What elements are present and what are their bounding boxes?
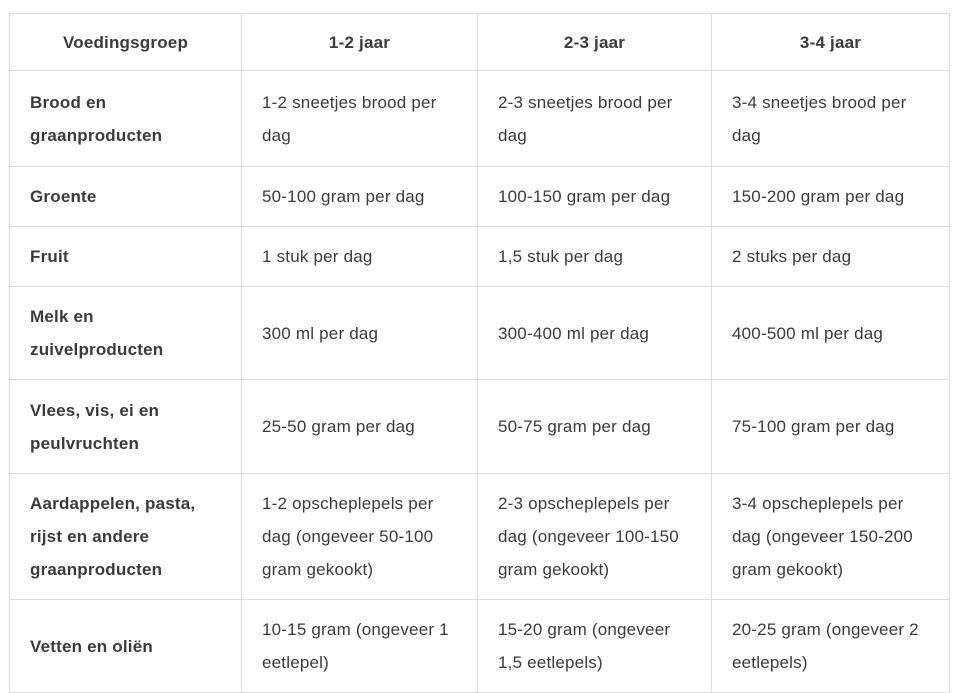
table-cell: 300-400 ml per dag — [477, 286, 712, 380]
row-label: Fruit — [9, 226, 242, 287]
table-cell: 50-75 gram per dag — [477, 379, 712, 474]
column-header-voedingsgroep: Voedingsgroep — [9, 13, 242, 71]
table-cell: 1,5 stuk per dag — [477, 226, 712, 287]
table-row-groente: Groente 50-100 gram per dag 100-150 gram… — [9, 166, 950, 227]
table-cell: 400-500 ml per dag — [711, 286, 950, 380]
row-label: Vlees, vis, ei en peulvruchten — [9, 379, 242, 474]
table-row-aardappelen: Aardappelen, pasta, rijst en andere graa… — [9, 473, 950, 600]
table-row-melk: Melk en zuivelproducten 300 ml per dag 3… — [9, 286, 950, 380]
table-cell: 1 stuk per dag — [241, 226, 478, 287]
table-cell: 1-2 opscheplepels per dag (ongeveer 50-1… — [241, 473, 478, 600]
table-cell: 1-2 sneetjes brood per dag — [241, 70, 478, 167]
row-label: Melk en zuivelproducten — [9, 286, 242, 380]
table-cell: 3-4 sneetjes brood per dag — [711, 70, 950, 167]
table-cell: 2-3 sneetjes brood per dag — [477, 70, 712, 167]
table-cell: 150-200 gram per dag — [711, 166, 950, 227]
row-label: Aardappelen, pasta, rijst en andere graa… — [9, 473, 242, 600]
column-header-3-4-jaar: 3-4 jaar — [711, 13, 950, 71]
table-cell: 50-100 gram per dag — [241, 166, 478, 227]
food-recommendations-table-container: Voedingsgroep 1-2 jaar 2-3 jaar 3-4 jaar… — [9, 13, 950, 693]
table-cell: 75-100 gram per dag — [711, 379, 950, 474]
table-cell: 20-25 gram (ongeveer 2 eetlepels) — [711, 599, 950, 693]
table-cell: 15-20 gram (ongeveer 1,5 eetlepels) — [477, 599, 712, 693]
row-label: Vetten en oliën — [9, 599, 242, 693]
table-row-fruit: Fruit 1 stuk per dag 1,5 stuk per dag 2 … — [9, 226, 950, 287]
column-header-1-2-jaar: 1-2 jaar — [241, 13, 478, 71]
row-label: Groente — [9, 166, 242, 227]
table-cell: 10-15 gram (ongeveer 1 eetlepel) — [241, 599, 478, 693]
table-cell: 100-150 gram per dag — [477, 166, 712, 227]
header-row: Voedingsgroep 1-2 jaar 2-3 jaar 3-4 jaar — [9, 13, 950, 71]
row-label: Brood en graanproducten — [9, 70, 242, 167]
table-cell: 2-3 opscheplepels per dag (ongeveer 100-… — [477, 473, 712, 600]
food-recommendations-table: Voedingsgroep 1-2 jaar 2-3 jaar 3-4 jaar… — [9, 13, 950, 693]
table-cell: 2 stuks per dag — [711, 226, 950, 287]
table-row-vetten: Vetten en oliën 10-15 gram (ongeveer 1 e… — [9, 599, 950, 693]
column-header-2-3-jaar: 2-3 jaar — [477, 13, 712, 71]
table-cell: 3-4 opscheplepels per dag (ongeveer 150-… — [711, 473, 950, 600]
table-cell: 25-50 gram per dag — [241, 379, 478, 474]
table-row-brood: Brood en graanproducten 1-2 sneetjes bro… — [9, 70, 950, 167]
table-cell: 300 ml per dag — [241, 286, 478, 380]
table-row-vlees: Vlees, vis, ei en peulvruchten 25-50 gra… — [9, 379, 950, 474]
